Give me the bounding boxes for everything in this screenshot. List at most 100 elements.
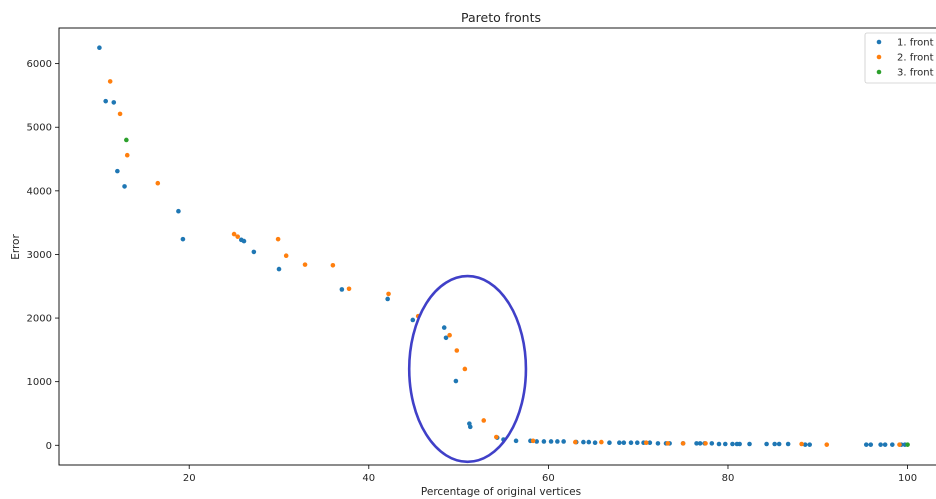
data-point bbox=[621, 440, 627, 446]
data-point bbox=[897, 442, 902, 447]
data-point bbox=[737, 441, 742, 447]
plot-area: 20 40 60 80 100 0 1000 2000 3000 4000 5000 6000 bbox=[27, 27, 936, 484]
x-tick-label: 100 bbox=[898, 473, 917, 484]
data-point bbox=[878, 442, 883, 447]
data-point bbox=[176, 208, 181, 214]
y-tick-label: 5000 bbox=[27, 123, 52, 134]
annotations bbox=[407, 274, 528, 464]
data-point bbox=[680, 441, 686, 446]
data-point bbox=[607, 440, 612, 446]
data-point bbox=[441, 325, 447, 330]
data-point bbox=[534, 439, 540, 444]
data-point bbox=[443, 335, 449, 341]
y-tick-label: 6000 bbox=[27, 59, 52, 70]
data-point bbox=[890, 442, 895, 447]
x-axis-ticks: 20 40 60 80 100 bbox=[183, 465, 917, 484]
data-point bbox=[513, 438, 519, 444]
data-point bbox=[868, 442, 874, 447]
data-point bbox=[709, 441, 715, 446]
data-point bbox=[124, 152, 130, 158]
scatter-points bbox=[97, 45, 910, 447]
x-tick-label: 80 bbox=[722, 473, 735, 484]
data-point bbox=[905, 442, 910, 447]
data-point bbox=[561, 439, 566, 444]
data-point bbox=[155, 180, 161, 186]
data-point bbox=[703, 441, 708, 446]
data-point bbox=[655, 441, 661, 446]
data-point bbox=[235, 234, 240, 239]
data-point bbox=[802, 442, 808, 447]
data-point bbox=[730, 441, 735, 447]
data-point bbox=[231, 231, 237, 237]
data-point bbox=[330, 262, 336, 268]
data-point bbox=[555, 439, 560, 444]
data-point bbox=[494, 434, 499, 440]
highlight-ellipse bbox=[407, 274, 528, 464]
data-point bbox=[628, 440, 634, 446]
chart-title: Pareto fronts bbox=[461, 10, 541, 25]
data-point bbox=[241, 238, 247, 244]
y-tick-label: 1000 bbox=[27, 377, 52, 388]
y-tick-label: 3000 bbox=[27, 250, 52, 261]
data-point bbox=[346, 286, 352, 292]
series-2 bbox=[107, 79, 902, 447]
x-tick-label: 20 bbox=[183, 473, 196, 484]
y-tick-label: 0 bbox=[46, 441, 52, 452]
data-point bbox=[453, 378, 459, 384]
data-point bbox=[107, 79, 113, 84]
data-point bbox=[283, 253, 289, 259]
legend: 1. front 2. front 3. front bbox=[864, 32, 936, 84]
legend-box bbox=[864, 32, 936, 84]
legend-marker bbox=[876, 54, 882, 60]
x-tick-label: 60 bbox=[542, 473, 555, 484]
data-point bbox=[764, 441, 769, 447]
data-point bbox=[302, 262, 308, 267]
data-point bbox=[722, 441, 728, 447]
data-point bbox=[799, 441, 804, 447]
data-point bbox=[339, 287, 345, 292]
data-point bbox=[772, 441, 777, 447]
data-point bbox=[481, 418, 487, 423]
y-tick-label: 2000 bbox=[27, 314, 52, 325]
x-axis-title: Percentage of original vertices bbox=[421, 486, 581, 498]
y-tick-label: 4000 bbox=[27, 186, 52, 197]
y-axis-ticks: 0 1000 2000 3000 4000 5000 6000 bbox=[27, 59, 59, 452]
series-3 bbox=[124, 137, 910, 447]
data-point bbox=[276, 266, 282, 272]
legend-label: 2. front bbox=[897, 53, 934, 64]
data-point bbox=[410, 317, 416, 323]
legend-label: 1. front bbox=[897, 38, 934, 49]
data-point bbox=[115, 168, 120, 174]
data-point bbox=[592, 440, 598, 446]
data-point bbox=[776, 441, 782, 447]
data-point bbox=[275, 236, 281, 242]
data-point bbox=[863, 442, 869, 447]
data-point bbox=[617, 440, 622, 446]
data-point bbox=[117, 111, 123, 117]
data-point bbox=[785, 441, 791, 447]
data-point bbox=[665, 441, 671, 446]
data-point bbox=[447, 332, 452, 338]
data-point bbox=[694, 441, 699, 446]
data-point bbox=[122, 184, 127, 189]
data-point bbox=[586, 439, 592, 445]
data-point bbox=[103, 98, 108, 104]
data-point bbox=[385, 296, 390, 302]
data-point bbox=[111, 100, 117, 105]
data-point bbox=[548, 439, 554, 444]
data-point bbox=[251, 249, 257, 255]
legend-label: 3. front bbox=[897, 68, 934, 79]
series-1 bbox=[97, 45, 908, 447]
y-axis-title: Error bbox=[10, 234, 22, 260]
data-point bbox=[454, 348, 460, 353]
data-point bbox=[647, 440, 653, 446]
data-point bbox=[386, 291, 391, 297]
data-point bbox=[599, 439, 604, 445]
data-point bbox=[530, 438, 536, 444]
data-point bbox=[747, 441, 752, 447]
x-tick-label: 40 bbox=[362, 473, 375, 484]
data-point bbox=[716, 441, 722, 447]
legend-marker bbox=[876, 39, 882, 45]
data-point bbox=[882, 442, 888, 447]
